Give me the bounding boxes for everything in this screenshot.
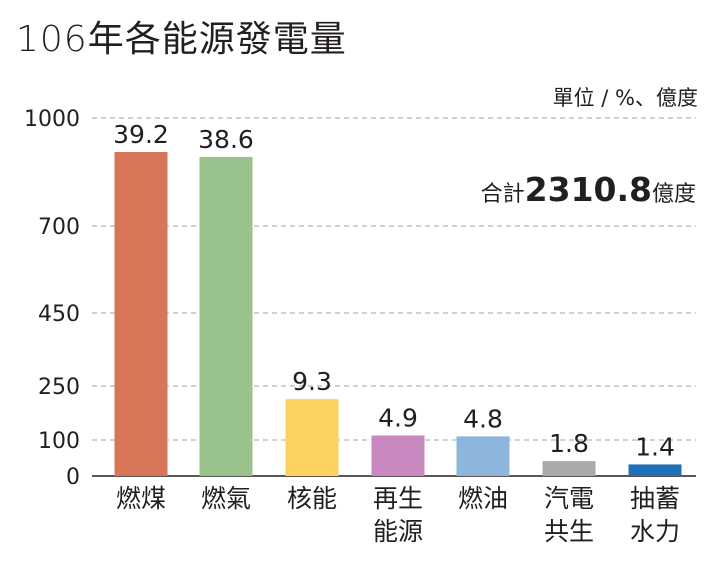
total-prefix: 合計 bbox=[480, 182, 525, 207]
chart-title: 106年各能源發電量 bbox=[16, 19, 347, 60]
total-suffix: 億度 bbox=[651, 182, 696, 207]
category-label: 汽電 bbox=[544, 484, 594, 513]
y-tick-label: 0 bbox=[66, 465, 80, 490]
bar bbox=[285, 399, 339, 476]
y-tick-label: 700 bbox=[38, 215, 80, 240]
bar bbox=[456, 436, 510, 476]
data-label: 9.3 bbox=[292, 367, 332, 396]
category-label: 能源 bbox=[373, 517, 423, 546]
category-label: 再生 bbox=[373, 484, 423, 513]
total-value: 2310.8 bbox=[524, 170, 652, 209]
data-label: 4.9 bbox=[378, 404, 418, 433]
data-label: 38.6 bbox=[198, 125, 254, 154]
category-label: 燃油 bbox=[458, 484, 508, 513]
data-label: 4.8 bbox=[463, 404, 503, 433]
data-label: 39.2 bbox=[113, 120, 169, 149]
y-tick-label: 100 bbox=[38, 429, 80, 454]
category-label: 水力 bbox=[630, 517, 680, 546]
data-label: 1.8 bbox=[549, 429, 589, 458]
category-label: 燃氣 bbox=[201, 484, 251, 513]
bar bbox=[542, 461, 596, 476]
total-label: 合計2310.8億度 bbox=[481, 170, 696, 209]
category-label: 燃煤 bbox=[116, 484, 166, 513]
y-tick-label: 1000 bbox=[24, 107, 80, 132]
bar bbox=[628, 464, 682, 476]
category-label: 共生 bbox=[544, 517, 594, 546]
y-tick-label: 450 bbox=[38, 302, 80, 327]
data-label: 1.4 bbox=[635, 432, 675, 461]
category-label: 抽蓄 bbox=[630, 484, 680, 513]
bar bbox=[199, 156, 253, 477]
bar bbox=[371, 435, 425, 476]
category-label: 核能 bbox=[287, 484, 337, 513]
bar bbox=[114, 152, 168, 476]
unit-note: 單位 / %、億度 bbox=[552, 86, 698, 110]
y-tick-label: 250 bbox=[38, 375, 80, 400]
